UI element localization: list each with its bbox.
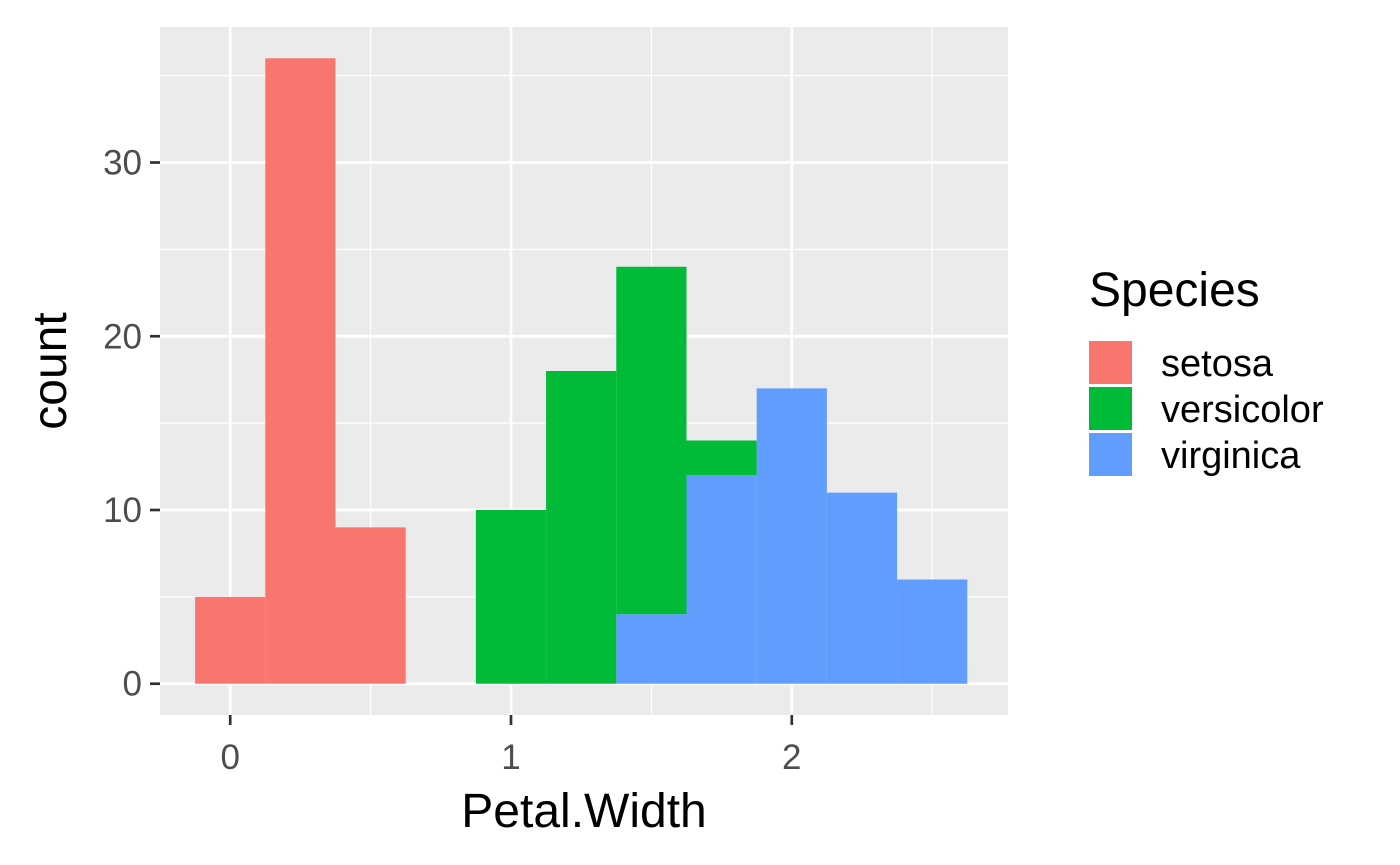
y-tick-label: 10	[103, 491, 142, 530]
bar-virginica	[897, 579, 968, 684]
legend-label-setosa: setosa	[1161, 343, 1274, 385]
bar-versicolor	[686, 440, 757, 476]
bar-versicolor	[616, 266, 687, 615]
legend-label-versicolor: versicolor	[1161, 389, 1324, 431]
legend-key-versicolor	[1089, 387, 1132, 430]
bar-versicolor	[475, 509, 547, 684]
legend-title: Species	[1089, 264, 1260, 317]
histogram-bars	[195, 58, 968, 684]
y-axis-title: count	[24, 312, 77, 429]
x-axis-title: Petal.Width	[461, 785, 706, 838]
bar-setosa	[265, 58, 336, 684]
bar-virginica	[686, 475, 757, 684]
bar-virginica	[826, 492, 898, 684]
y-tick-label: 30	[103, 144, 142, 183]
bar-versicolor	[546, 371, 617, 684]
bar-virginica	[756, 388, 827, 684]
y-tick-label: 0	[123, 665, 142, 704]
legend-key-virginica	[1089, 433, 1132, 476]
bar-setosa	[335, 527, 406, 684]
bar-virginica	[616, 614, 687, 684]
x-axis: 0 1 2	[220, 715, 802, 777]
y-tick-label: 20	[103, 317, 142, 356]
legend-label-virginica: virginica	[1161, 435, 1301, 477]
x-tick-label: 2	[782, 738, 801, 777]
legend-key-setosa	[1089, 341, 1132, 384]
bar-setosa	[195, 596, 266, 684]
x-tick-label: 1	[501, 738, 520, 777]
x-tick-label: 0	[220, 738, 239, 777]
y-axis: 0 10 20 30	[103, 144, 160, 704]
